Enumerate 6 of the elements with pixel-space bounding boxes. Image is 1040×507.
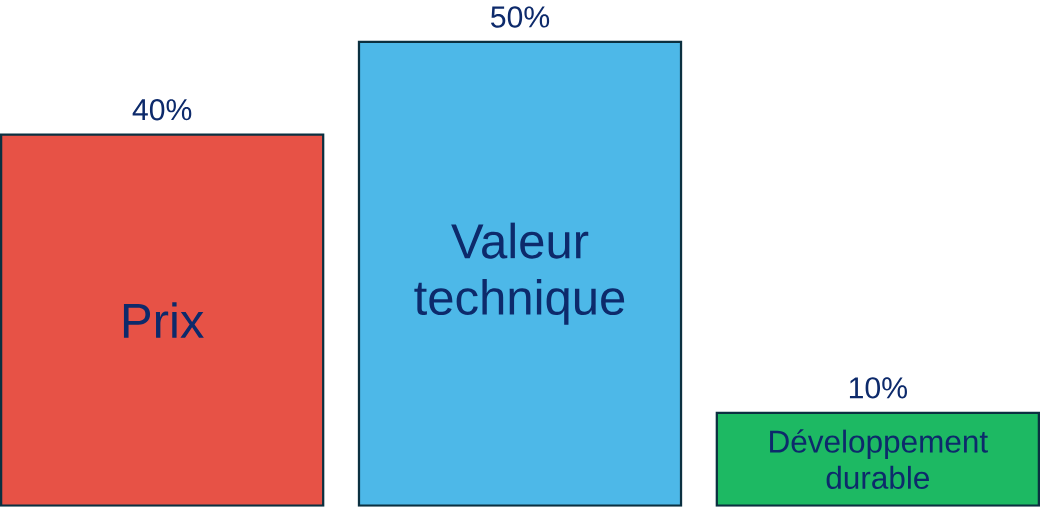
x-tick-label: Prix [123, 302, 204, 338]
x-tick-label: Valeur technique [414, 222, 625, 325]
data-label: 40% [132, 99, 192, 121]
x-tick-label: Développement durable [770, 429, 988, 490]
data-label: 10% [849, 377, 907, 399]
data-label: 50% [491, 6, 550, 28]
